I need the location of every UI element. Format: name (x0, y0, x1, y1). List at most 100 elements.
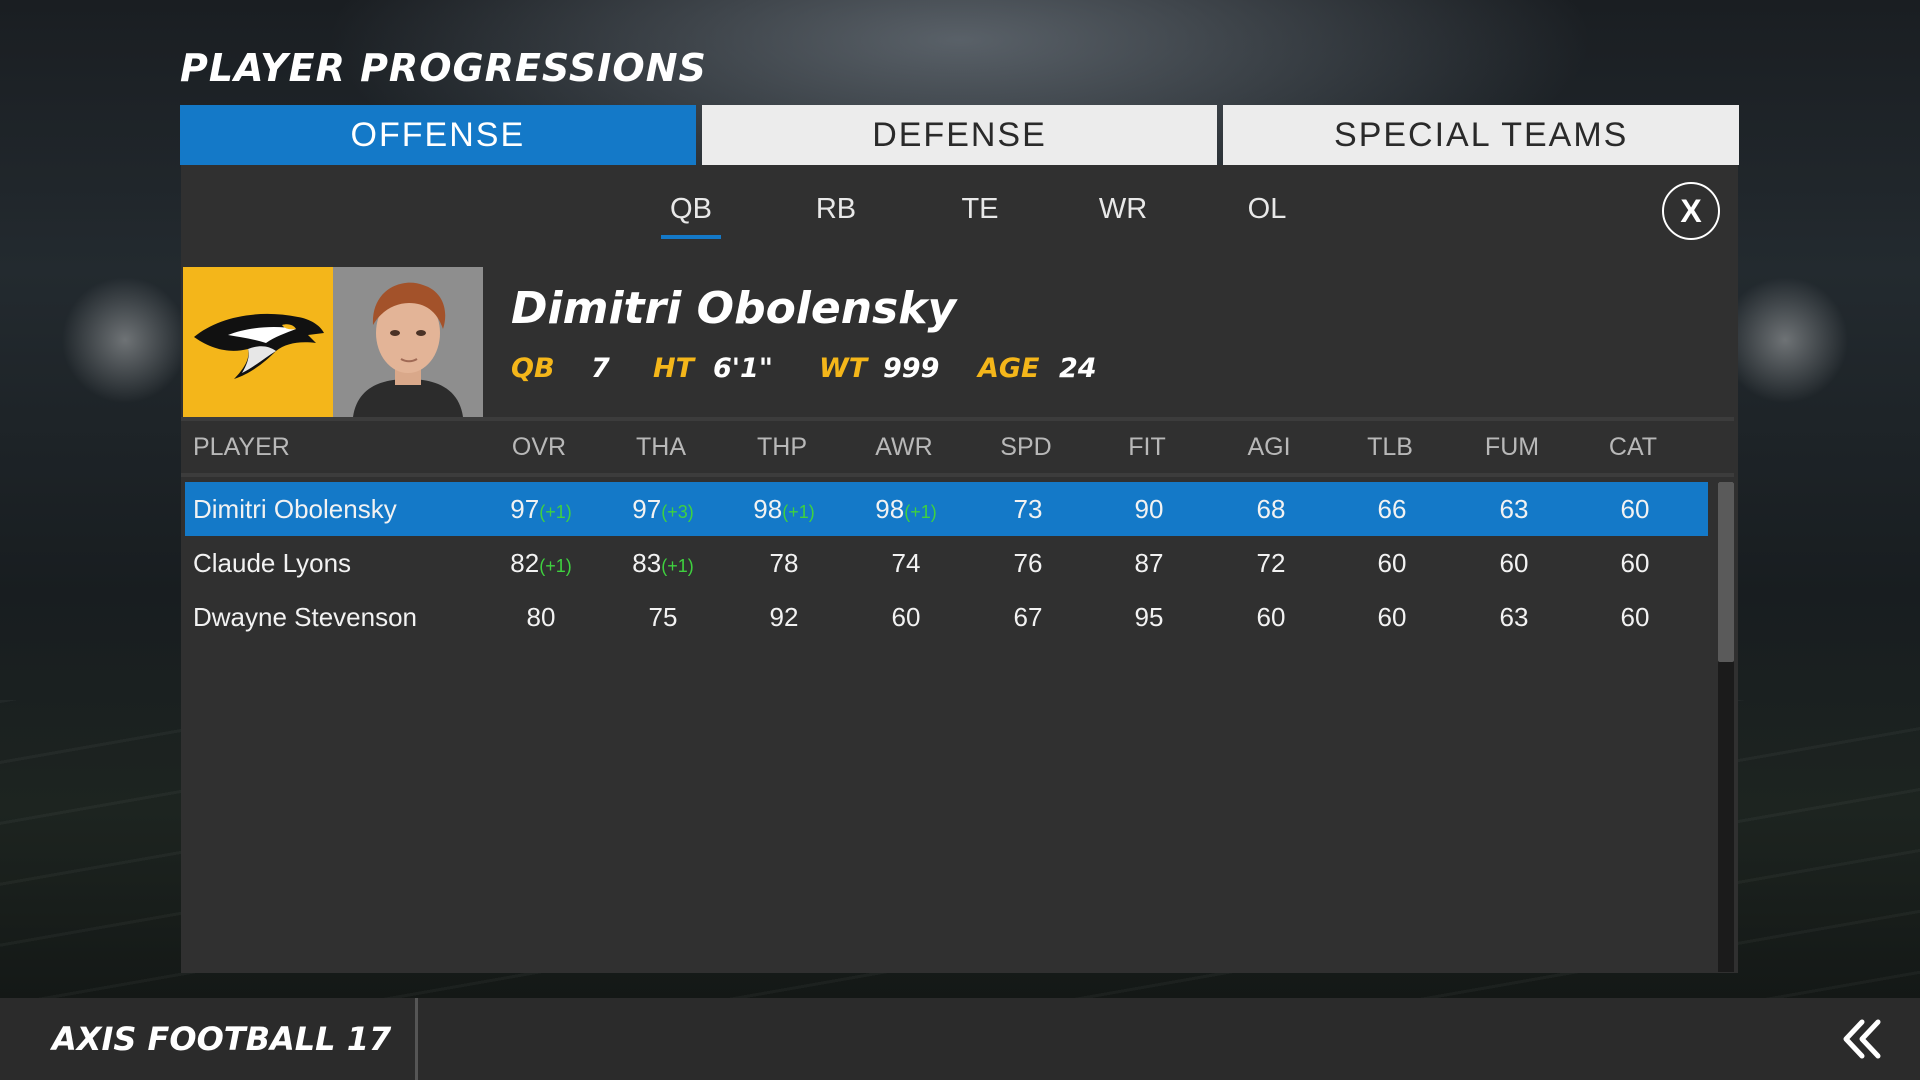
player-position: QB (511, 353, 555, 384)
footer-bar: AXIS FOOTBALL 17 (0, 998, 1920, 1080)
stat-cell: 87 (1099, 536, 1199, 590)
stat-value: 60 (891, 602, 921, 632)
stat-value: 60 (1620, 494, 1650, 524)
player-height: 6'1" (713, 353, 773, 384)
position-tab-rb[interactable]: RB (815, 193, 857, 225)
column-header-player[interactable]: PLAYER (193, 433, 290, 461)
table-row[interactable]: Claude Lyons 82(+1) 83(+1) 78 74 76 87 7… (185, 536, 1708, 590)
stat-cell: 60 (1585, 590, 1685, 644)
stat-value: 68 (1256, 494, 1286, 524)
stat-cell: 80 (491, 590, 591, 644)
position-tab-ol[interactable]: OL (1247, 193, 1287, 225)
stat-cell: 66 (1342, 482, 1442, 536)
stat-cell: 76 (978, 536, 1078, 590)
position-tab-qb[interactable]: QB (641, 187, 741, 243)
stat-cell: 60 (1342, 590, 1442, 644)
stat-value: 76 (1013, 548, 1043, 578)
category-tabs: OFFENSE DEFENSE SPECIAL TEAMS (180, 105, 1740, 165)
stat-cell: 60 (1221, 590, 1321, 644)
close-icon: X (1680, 192, 1702, 229)
stat-value: 60 (1256, 602, 1286, 632)
divider (181, 417, 1734, 421)
stat-cell: 73 (978, 482, 1078, 536)
stat-value: 63 (1499, 602, 1529, 632)
stat-value: 60 (1499, 548, 1529, 578)
stat-cell: 97(+3) (613, 482, 713, 536)
tab-offense[interactable]: OFFENSE (180, 105, 696, 165)
page-title: PLAYER PROGRESSIONS (180, 46, 707, 90)
column-header-cat[interactable]: CAT (1608, 433, 1658, 461)
stat-cell: 67 (978, 590, 1078, 644)
back-button[interactable] (1838, 1014, 1888, 1064)
column-header-spd[interactable]: SPD (1000, 433, 1052, 461)
footer-divider (415, 998, 418, 1080)
player-name-cell: Dimitri Obolensky (193, 494, 397, 524)
stat-cell: 83(+1) (613, 536, 713, 590)
stat-value: 74 (891, 548, 921, 578)
stat-delta: (+1) (782, 502, 815, 522)
table-row[interactable]: Dwayne Stevenson 80 75 92 60 67 95 60 60… (185, 590, 1708, 644)
stat-cell: 68 (1221, 482, 1321, 536)
stat-value: 60 (1620, 602, 1650, 632)
player-portrait (333, 267, 483, 417)
stat-value: 90 (1134, 494, 1164, 524)
game-title: AXIS FOOTBALL 17 (52, 1020, 392, 1058)
tab-defense[interactable]: DEFENSE (701, 105, 1218, 165)
player-number: 7 (591, 353, 610, 384)
column-header-awr[interactable]: AWR (875, 433, 933, 461)
column-header-agi[interactable]: AGI (1247, 433, 1291, 461)
column-header-fit[interactable]: FIT (1128, 433, 1166, 461)
stat-cell: 74 (856, 536, 956, 590)
table-row[interactable]: Dimitri Obolensky 97(+1) 97(+3) 98(+1) 9… (185, 482, 1708, 536)
stat-value: 67 (1013, 602, 1043, 632)
stat-cell: 60 (1464, 536, 1564, 590)
double-chevron-left-icon (1843, 1019, 1881, 1059)
stat-delta: (+1) (539, 502, 572, 522)
stat-cell: 60 (856, 590, 956, 644)
stat-cell: 63 (1464, 482, 1564, 536)
stat-cell: 60 (1342, 536, 1442, 590)
tab-special-teams[interactable]: SPECIAL TEAMS (1223, 105, 1740, 165)
column-header-thp[interactable]: THP (757, 433, 807, 461)
stat-value: 78 (769, 548, 799, 578)
player-table: Dimitri Obolensky 97(+1) 97(+3) 98(+1) 9… (185, 482, 1708, 644)
stat-value: 95 (1134, 602, 1164, 632)
stat-cell: 78 (734, 536, 834, 590)
stat-value: 73 (1013, 494, 1043, 524)
stat-cell: 90 (1099, 482, 1199, 536)
team-logo (183, 267, 333, 417)
position-tabs: QB RB TE WR OL (641, 187, 1441, 243)
stat-cell: 60 (1585, 536, 1685, 590)
stat-value: 98 (875, 494, 905, 524)
column-header-ovr[interactable]: OVR (511, 433, 567, 461)
stat-cell: 95 (1099, 590, 1199, 644)
progressions-panel: QB RB TE WR OL X Dimitri Obolensky QB (181, 165, 1738, 973)
column-header-tha[interactable]: THA (636, 433, 686, 461)
scrollbar[interactable] (1718, 482, 1734, 972)
stat-value: 60 (1620, 548, 1650, 578)
hawk-logo-icon (194, 313, 324, 379)
stat-value: 82 (510, 548, 540, 578)
stat-value: 75 (648, 602, 678, 632)
age-label: AGE (978, 353, 1040, 384)
stat-value: 72 (1256, 548, 1286, 578)
stat-cell: 82(+1) (491, 536, 591, 590)
stat-delta: (+3) (661, 502, 694, 522)
stat-value: 80 (526, 602, 556, 632)
stat-delta: (+1) (661, 556, 694, 576)
stat-delta: (+1) (904, 502, 937, 522)
position-tab-te[interactable]: TE (961, 193, 999, 225)
column-header-fum[interactable]: FUM (1484, 433, 1540, 461)
stat-cell: 63 (1464, 590, 1564, 644)
stat-value: 97 (510, 494, 540, 524)
stat-value: 87 (1134, 548, 1164, 578)
stat-cell: 92 (734, 590, 834, 644)
scrollbar-thumb[interactable] (1718, 482, 1734, 662)
position-tab-wr[interactable]: WR (1098, 193, 1148, 225)
stat-cell: 60 (1585, 482, 1685, 536)
close-button[interactable]: X (1662, 182, 1720, 240)
player-name-cell: Dwayne Stevenson (193, 602, 418, 632)
player-weight: 999 (883, 353, 940, 384)
column-header-tlb[interactable]: TLB (1367, 433, 1413, 461)
player-name-cell: Claude Lyons (193, 548, 352, 578)
